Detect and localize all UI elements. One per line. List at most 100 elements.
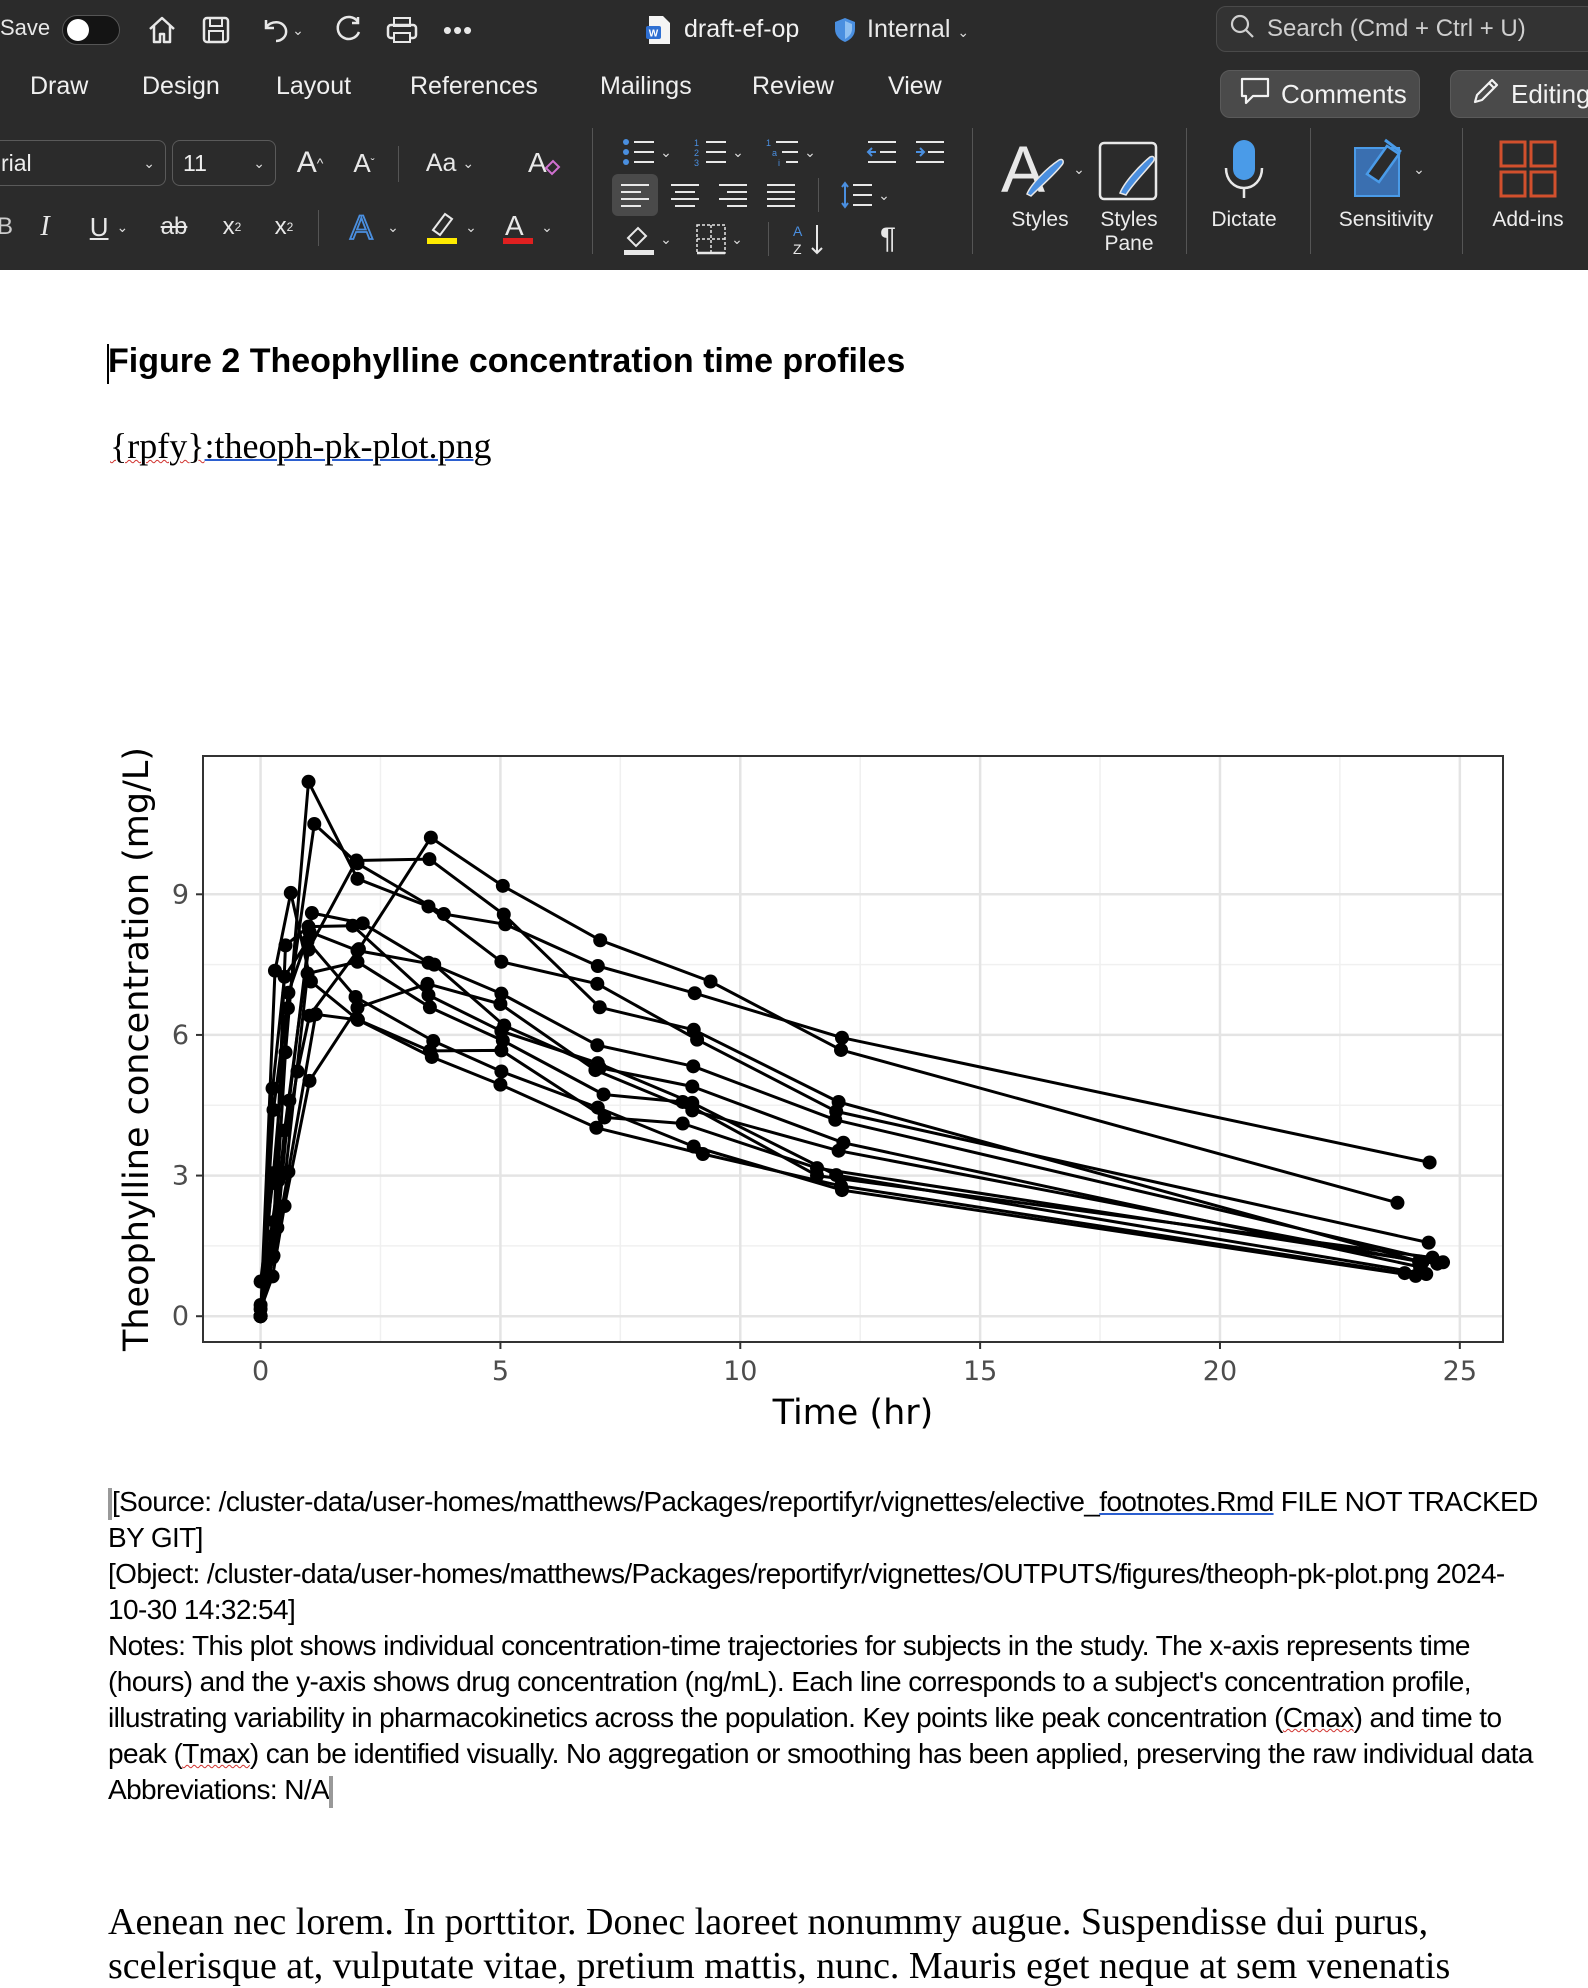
notes-footnote: Notes: This plot shows individual concen… — [108, 1628, 1538, 1772]
data-point — [421, 988, 436, 1003]
y-axis-title: Theophylline concentration (mg/L) — [118, 747, 157, 1352]
tab-mailings[interactable]: Mailings — [600, 72, 692, 100]
comment-icon — [1239, 76, 1271, 113]
clear-format-icon[interactable]: A — [524, 140, 564, 186]
tab-review[interactable]: Review — [752, 72, 834, 100]
italic-button[interactable]: I — [40, 211, 50, 242]
styles-icon[interactable]: A ⌄ — [1001, 134, 1085, 204]
data-point — [351, 942, 366, 957]
notes-text-d: ) can be identified visually. No aggrega… — [249, 1738, 1534, 1769]
tab-draw[interactable]: Draw — [30, 72, 89, 100]
search-icon — [1229, 13, 1255, 46]
print-icon[interactable] — [384, 10, 420, 50]
data-point — [349, 853, 364, 868]
undo-icon[interactable]: ⌄ — [252, 10, 312, 50]
underline-button[interactable]: U ⌄ — [89, 211, 129, 242]
data-point — [590, 959, 605, 974]
font-size-dropdown[interactable]: 11 ⌄ — [172, 140, 276, 186]
redo-icon[interactable] — [330, 10, 366, 50]
align-center-icon[interactable] — [664, 174, 706, 216]
text-effects-button[interactable]: A ⌄ — [349, 209, 399, 245]
data-point — [590, 976, 605, 991]
separator — [818, 178, 819, 212]
data-point — [596, 1087, 611, 1102]
multilevel-icon[interactable]: 1 a i ⌄ — [766, 138, 816, 167]
add-ins-icon[interactable] — [1490, 132, 1566, 206]
notes-text-a: Notes: This plot shows individual concen… — [108, 1630, 1471, 1697]
body-paragraph[interactable]: Aenean nec lorem. In porttitor. Donec la… — [108, 1900, 1450, 1988]
figure-field-reference[interactable]: {rpfy}:theoph-pk-plot.png — [110, 425, 492, 467]
data-point — [271, 1173, 286, 1188]
separator — [1462, 128, 1463, 254]
data-point — [496, 907, 511, 922]
autosave-toggle[interactable] — [62, 15, 120, 45]
search-placeholder: Search (Cmd + Ctrl + U) — [1267, 15, 1526, 42]
y-tick-label: 6 — [172, 1020, 189, 1051]
data-point — [304, 906, 319, 921]
grow-font-icon[interactable]: A ^ — [296, 146, 324, 179]
body-line-1: Aenean nec lorem. In porttitor. Donec la… — [108, 1901, 1429, 1943]
svg-text:1: 1 — [694, 138, 699, 148]
sensitivity-indicator[interactable]: Internal ⌄ — [867, 15, 969, 44]
borders-icon[interactable]: ⌄ — [688, 218, 750, 260]
increase-indent-icon[interactable] — [910, 132, 950, 172]
tab-references[interactable]: References — [410, 72, 538, 100]
y-tick-label: 3 — [172, 1161, 189, 1192]
data-point — [350, 954, 365, 969]
microphone-icon[interactable] — [1210, 132, 1278, 206]
highlight-button[interactable]: ⌄ — [418, 204, 484, 250]
svg-text:a: a — [772, 148, 777, 158]
pilcrow-icon[interactable]: ¶ — [879, 222, 897, 255]
styles-pane-icon[interactable] — [1096, 132, 1162, 206]
tab-view[interactable]: View — [888, 72, 942, 100]
bullets-icon[interactable]: ⌄ — [616, 132, 678, 172]
x-tick-label: 0 — [252, 1356, 269, 1387]
comments-button[interactable]: Comments — [1220, 70, 1420, 118]
chevron-down-icon[interactable]: ⌄ — [292, 21, 304, 38]
font-color-button[interactable]: A ⌄ — [494, 204, 560, 250]
document-page[interactable]: Figure 2 Theophylline concentration time… — [0, 270, 1588, 1987]
figure-heading[interactable]: Figure 2 Theophylline concentration time… — [108, 342, 906, 380]
search-box[interactable]: Search (Cmd + Ctrl + U) — [1216, 6, 1588, 52]
decrease-indent-icon[interactable] — [862, 132, 902, 172]
justify-icon[interactable] — [760, 174, 802, 216]
styles-pane-label: Styles Pane — [1086, 208, 1172, 256]
data-point — [422, 852, 437, 867]
notes-text-b: ) and the y-axis shows drug concentratio… — [108, 1666, 1472, 1733]
font-name-dropdown[interactable]: rial ⌄ — [0, 140, 166, 186]
font-size-value: 11 — [183, 149, 207, 176]
bookmark-marker — [329, 1775, 334, 1808]
sensitivity-group-label: Sensitivity — [1338, 208, 1434, 231]
data-point — [426, 1034, 441, 1049]
editing-button[interactable]: Editing — [1450, 70, 1588, 118]
tab-layout[interactable]: Layout — [276, 72, 352, 100]
tab-design[interactable]: Design — [142, 72, 220, 100]
change-case-icon[interactable]: Aa ⌄ — [425, 148, 475, 177]
data-point — [1412, 1254, 1427, 1269]
strikethrough-button[interactable]: ab — [160, 213, 188, 240]
field-ref-filename: :theoph-pk-plot.png — [204, 426, 492, 466]
more-icon[interactable]: ••• — [442, 14, 474, 45]
data-point — [265, 1269, 280, 1284]
numbering-icon[interactable]: 1 2 3 ⌄ — [694, 138, 744, 167]
source-text-a: [Source: /cluster-data/user-homes/matthe… — [112, 1486, 1100, 1517]
bold-button[interactable]: B — [0, 213, 14, 240]
figure-footnotes[interactable]: [Source: /cluster-data/user-homes/matthe… — [108, 1484, 1538, 1808]
home-icon[interactable] — [144, 10, 180, 50]
x-tick-label: 25 — [1443, 1356, 1477, 1387]
y-tick-label: 9 — [172, 879, 189, 910]
document-title[interactable]: draft-ef-op — [684, 15, 800, 43]
data-point — [350, 1000, 365, 1015]
data-point — [1422, 1155, 1437, 1170]
align-left-icon[interactable] — [612, 174, 658, 216]
sensitivity-icon[interactable]: ⌄ — [1346, 132, 1430, 206]
align-right-icon[interactable] — [712, 174, 754, 216]
object-footnote: [Object: /cluster-data/user-homes/matthe… — [108, 1558, 1505, 1625]
line-spacing-icon[interactable]: ⌄ — [832, 174, 898, 216]
save-icon[interactable] — [198, 10, 234, 50]
shading-icon[interactable]: ⌄ — [616, 218, 678, 260]
